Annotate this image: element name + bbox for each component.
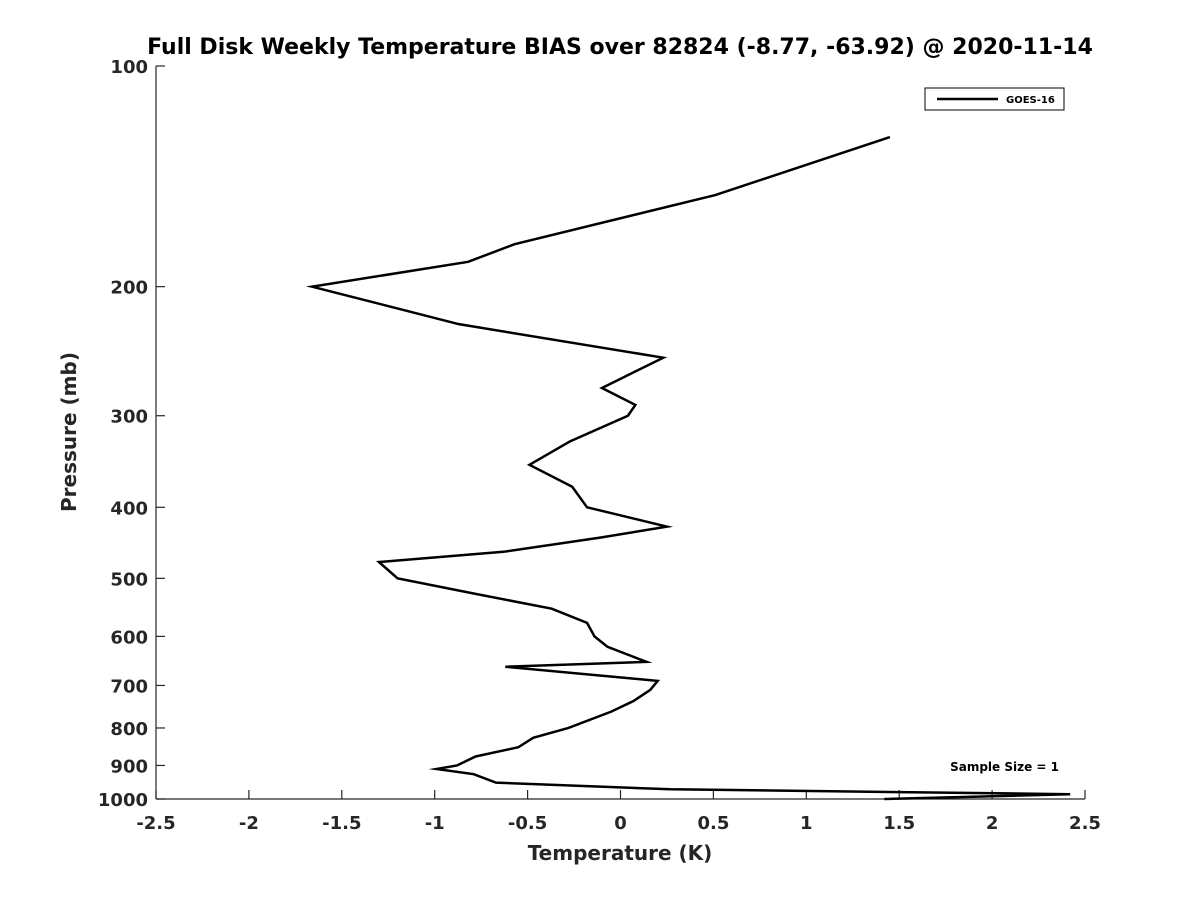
legend: GOES-16 [924, 87, 1065, 111]
x-tick-label: 0.5 [697, 813, 729, 834]
series-layer [305, 135, 1071, 801]
x-tick-label: -2 [239, 813, 259, 834]
y-tick-label: 600 [110, 627, 148, 648]
y-tick-label: 200 [110, 278, 148, 299]
y-tick-label: 300 [110, 407, 148, 428]
series-line-goes-16 [305, 135, 1071, 801]
x-tick-label: -2.5 [136, 813, 175, 834]
x-tick-label: 2 [986, 813, 999, 834]
sample-size-annotation: Sample Size = 1 [950, 760, 1059, 774]
y-tick-label: 1000 [98, 790, 148, 811]
x-axis-label: Temperature (K) [528, 841, 713, 865]
x-tick-label: 0 [614, 813, 627, 834]
y-tick-label: 900 [110, 756, 148, 777]
y-tick-label: 800 [110, 719, 148, 740]
y-tick-label: 100 [110, 57, 148, 78]
x-tick-label: -1 [425, 813, 445, 834]
x-tick-label: -1.5 [322, 813, 361, 834]
y-axis-ticks: 100 200 300 400 500 600 700 800 900 1000 [98, 57, 165, 811]
y-tick-label: 400 [110, 498, 148, 519]
chart-title: Full Disk Weekly Temperature BIAS over 8… [147, 35, 1093, 60]
x-tick-label: 2.5 [1069, 813, 1101, 834]
x-tick-label: -0.5 [508, 813, 547, 834]
y-axis-label: Pressure (mb) [57, 352, 81, 512]
y-tick-label: 700 [110, 676, 148, 697]
y-tick-label: 500 [110, 569, 148, 590]
x-axis-ticks: -2.5 -2 -1.5 -1 -0.5 0 0.5 1 1.5 2 2.5 [136, 790, 1101, 834]
legend-label: GOES-16 [1006, 95, 1055, 106]
x-tick-label: 1.5 [883, 813, 915, 834]
x-tick-label: 1 [800, 813, 813, 834]
